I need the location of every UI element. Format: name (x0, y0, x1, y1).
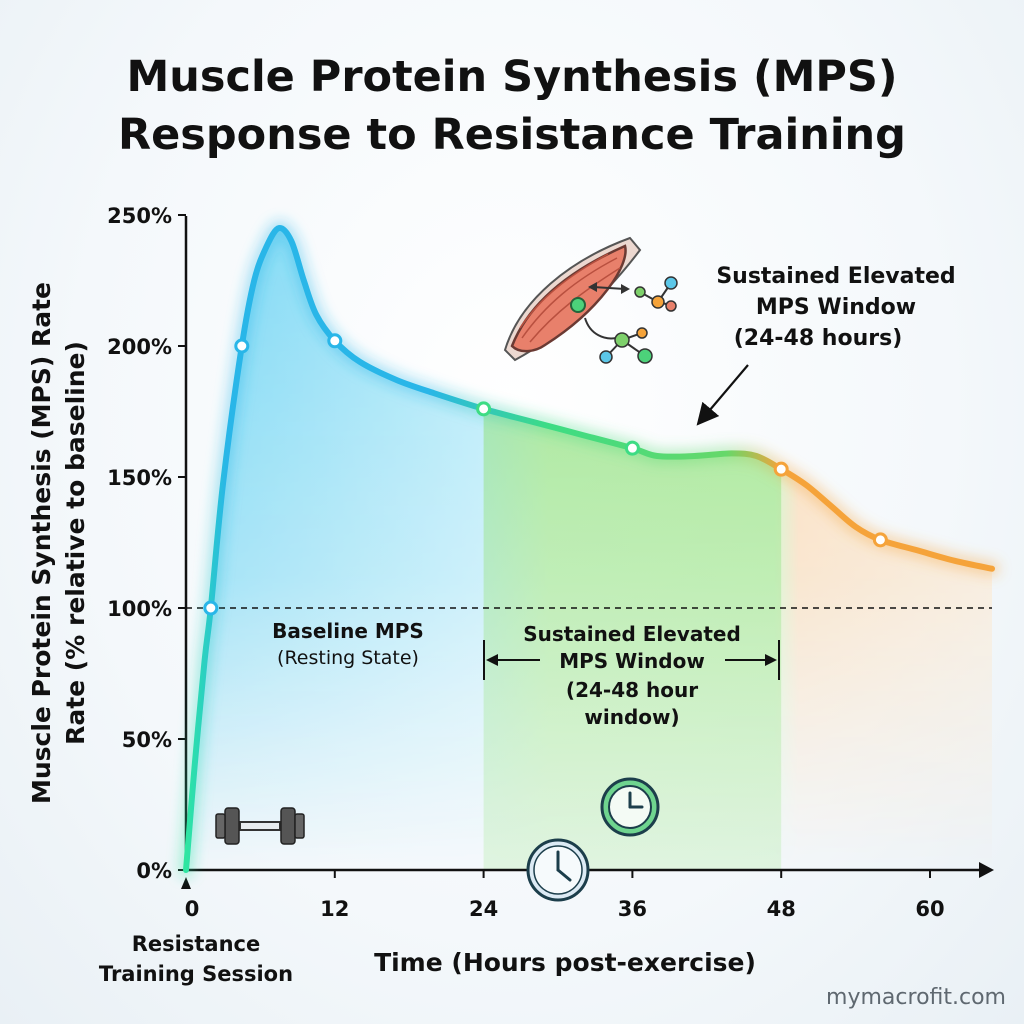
sustained-window-area (483, 408, 782, 870)
data-point (872, 532, 888, 548)
data-point (234, 338, 250, 354)
chart-title: Muscle Protein Synthesis (MPS) Response … (0, 48, 1024, 164)
top-annotation-line-2: MPS Window (756, 295, 916, 320)
chart-title-line-2: Response to Resistance Training (118, 110, 906, 160)
mps-curve (183, 225, 995, 873)
y-tick-label: 50% (122, 728, 172, 752)
chart-title-line-1: Muscle Protein Synthesis (MPS) (126, 52, 898, 102)
clock-icon (526, 838, 590, 902)
baseline-annotation-line-2: (Resting State) (277, 647, 419, 669)
watermark: mymacrofit.com (826, 985, 1006, 1010)
x-tick-label: 0 (185, 897, 200, 921)
y-tick-label: 100% (107, 597, 172, 621)
data-point (476, 401, 492, 417)
y-axis-label-line-2: Rate (% relative to baseline) (61, 341, 90, 745)
data-point (203, 600, 219, 616)
data-point (327, 333, 343, 349)
window-arrow-right-head (765, 654, 777, 666)
x-tick-label: 60 (915, 897, 944, 921)
y-tick-label: 0% (136, 859, 172, 883)
session-marker-triangle (181, 877, 191, 889)
x-tick-label: 48 (767, 897, 796, 921)
window-annotation-line-1: Sustained Elevated (523, 622, 741, 646)
data-point (773, 461, 789, 477)
x-tick-label: 36 (618, 897, 647, 921)
timer-icon (600, 777, 660, 837)
amino-acid-molecule-icon (584, 276, 678, 364)
session-label-line-1: Resistance (132, 932, 260, 956)
dumbbell-icon (215, 807, 305, 845)
y-tick-label: 150% (107, 466, 172, 490)
window-annotation-line-4: window) (584, 705, 679, 729)
x-tick-label: 12 (320, 897, 349, 921)
top-annotation-line-1: Sustained Elevated (716, 264, 955, 289)
y-tick-label: 200% (107, 335, 172, 359)
x-axis-arrow (979, 862, 994, 878)
x-tick-label: 24 (469, 897, 498, 921)
top-annotation-arrow (696, 364, 749, 426)
x-axis-label: Time (Hours post-exercise) (374, 948, 756, 977)
window-annotation-line-3: (24-48 hour (566, 678, 698, 702)
top-annotation-line-3: (24-48 hours) (734, 326, 903, 351)
y-axis-label-line-1: Muscle Protein Synthesis (MPS) Rate (27, 282, 56, 804)
baseline-annotation-line-1: Baseline MPS (272, 619, 424, 643)
session-label-line-2: Training Session (99, 962, 293, 986)
y-axis-label: Muscle Protein Synthesis (MPS) Rate Rate… (27, 282, 90, 804)
data-point (624, 440, 640, 456)
window-annotation-line-2: MPS Window (559, 649, 705, 673)
y-tick-label: 250% (107, 204, 172, 228)
muscle-fiber-icon (503, 236, 642, 362)
window-arrow-left-head (486, 654, 498, 666)
